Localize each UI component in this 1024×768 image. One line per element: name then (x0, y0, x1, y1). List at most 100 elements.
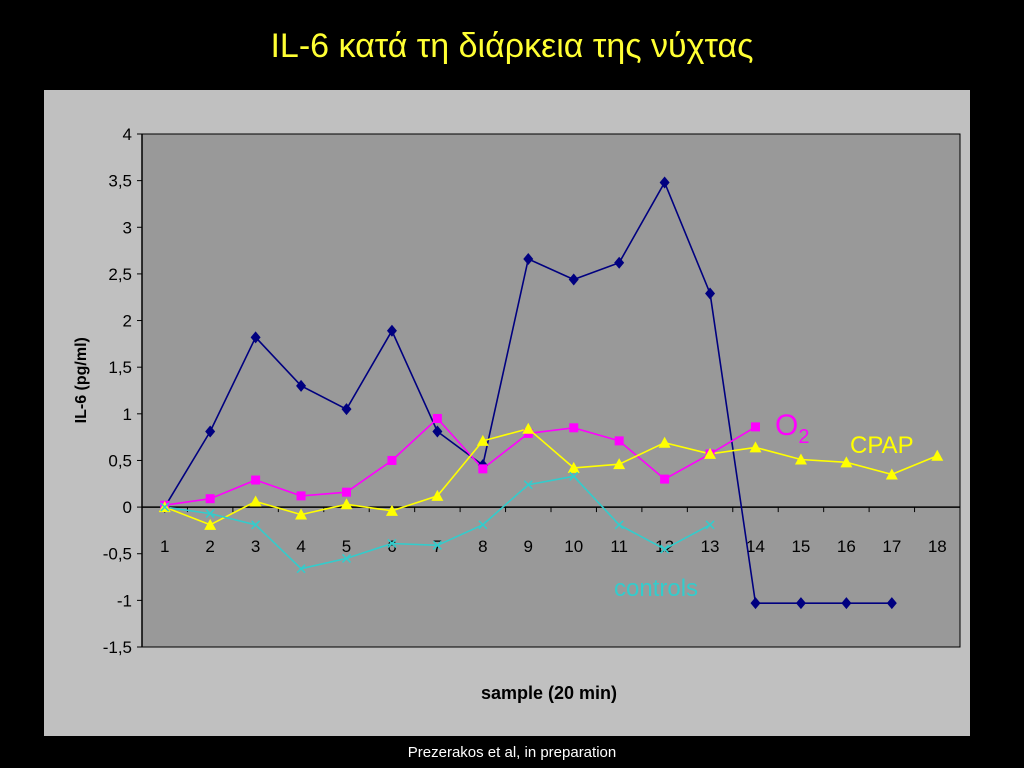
data-point-controls (341, 553, 352, 563)
data-point-cpap (749, 441, 762, 453)
x-tick-label: 7 (433, 537, 442, 556)
data-point-osa (841, 597, 852, 610)
data-point-osa (795, 597, 806, 610)
x-tick-label: 14 (746, 537, 765, 556)
y-tick-label: -1,5 (103, 638, 132, 657)
data-point-controls (387, 538, 397, 549)
data-point-o2 (387, 455, 397, 465)
data-point-osa (614, 256, 625, 269)
data-point-o2 (205, 494, 215, 504)
data-point-controls (569, 471, 579, 481)
y-axis-title: IL-6 (pg/ml) (73, 337, 90, 423)
data-point-controls (296, 564, 306, 574)
x-axis-title: sample (20 min) (481, 683, 617, 703)
y-tick-label: 0,5 (108, 451, 132, 470)
data-point-osa (886, 597, 897, 610)
data-point-osa (523, 252, 534, 265)
data-point-osa (205, 425, 216, 438)
data-point-osa (568, 273, 579, 286)
data-point-cpap (385, 504, 398, 516)
plot-area (141, 133, 961, 648)
x-tick-label: 16 (837, 537, 856, 556)
x-tick-label: 15 (791, 537, 810, 556)
data-point-o2 (296, 491, 306, 501)
data-point-controls (523, 480, 533, 490)
data-point-o2 (660, 474, 670, 484)
data-point-controls (614, 520, 624, 530)
x-tick-label: 10 (564, 537, 583, 556)
data-point-o2 (432, 413, 442, 423)
y-tick-label: 0 (123, 498, 132, 517)
data-point-cpap (204, 518, 217, 530)
y-tick-label: 4 (123, 125, 132, 144)
series-labels: O2 CPAP controls (614, 409, 914, 602)
data-point-osa (250, 331, 261, 344)
x-tick-label: 8 (478, 537, 487, 556)
data-point-osa (432, 425, 443, 438)
y-tick-label: 2 (123, 312, 132, 331)
data-point-controls (205, 509, 215, 519)
data-point-osa (341, 403, 352, 416)
data-point-osa (659, 176, 670, 189)
data-point-o2 (614, 436, 624, 446)
data-point-cpap (794, 453, 807, 465)
chart-area: 4 3,5 3 2,5 2 1,5 1 0,5 0 -0,5 -1 -1,5 1 2 3 4 5 6 7 8 9 10 1… (44, 90, 970, 736)
y-tick-label: -0,5 (103, 545, 132, 564)
x-tick-label: 18 (928, 537, 947, 556)
data-point-cpap (613, 458, 626, 470)
x-tick-label: 6 (387, 537, 396, 556)
data-point-osa (750, 597, 761, 610)
data-point-cpap (340, 498, 353, 510)
data-point-cpap (931, 449, 944, 461)
slide-title: IL-6 κατά τη διάρκεια της νύχτας (270, 27, 754, 65)
data-point-osa (705, 287, 716, 300)
y-tick-label: 3 (123, 218, 132, 237)
data-point-cpap (431, 489, 444, 501)
axes: 43,532,521,510,50-0,5-1-1,5 1 2 3 4 5 6 7 8 9 10 1… (103, 125, 961, 657)
x-ticks: 1 2 3 4 5 6 7 8 9 10 11 12 13 14 15 16 17 18 (141, 507, 961, 556)
line-chart: 43,532,521,510,50-0,5-1-1,5 1 2 3 4 5 6 7 8 9 10 1… (73, 125, 961, 703)
data-point-cpap (567, 461, 580, 473)
x-tick-label: 13 (701, 537, 720, 556)
data-point-cpap (658, 436, 671, 448)
series-line-o2 (164, 417, 756, 506)
x-tick-label: 4 (296, 537, 305, 556)
data-point-cpap (704, 447, 717, 459)
series-markers (158, 176, 944, 610)
y-tick-label: 2,5 (108, 265, 132, 284)
y-ticks: 4 3,5 3 2,5 2 1,5 1 0,5 0 -0,5 -1 -1,5 (103, 125, 142, 657)
series-label-o2: O2 (775, 409, 809, 448)
data-point-o2 (251, 475, 261, 485)
data-point-o2 (478, 464, 488, 474)
data-point-cpap (522, 422, 535, 434)
data-point-o2 (751, 422, 760, 432)
data-point-o2 (342, 487, 351, 497)
data-point-controls (660, 544, 670, 554)
x-tick-label: 12 (655, 537, 674, 556)
x-tick-label: 3 (251, 537, 260, 556)
data-point-controls (251, 520, 261, 530)
y-tick-label: 3,5 (108, 172, 132, 191)
x-tick-label: 17 (882, 537, 901, 556)
x-tick-label: 2 (205, 537, 214, 556)
data-point-cpap (295, 508, 308, 520)
data-point-osa (296, 379, 307, 392)
x-tick-label: 1 (160, 537, 169, 556)
x-tick-label: 5 (342, 537, 351, 556)
series-label-cpap: CPAP (850, 432, 914, 459)
y-tick-label: 1,5 (108, 358, 132, 377)
data-point-cpap (476, 434, 489, 446)
series-line-cpap (164, 427, 938, 526)
data-point-cpap (249, 495, 262, 507)
x-tick-label: 9 (524, 537, 533, 556)
data-point-o2 (569, 423, 579, 433)
y-tick-label: 1 (123, 405, 132, 424)
data-point-cpap (840, 456, 853, 468)
data-point-controls (478, 520, 488, 530)
data-point-cpap (885, 468, 898, 480)
y-tick-label: -1 (117, 591, 132, 610)
data-point-osa (386, 324, 397, 337)
x-tick-label: 11 (610, 537, 628, 556)
data-point-controls (432, 540, 442, 550)
data-point-controls (160, 502, 170, 512)
